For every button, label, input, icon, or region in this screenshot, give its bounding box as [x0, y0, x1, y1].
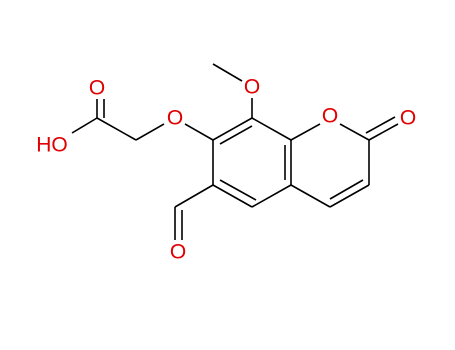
atom-label: O	[400, 107, 416, 130]
atom-label: O	[167, 107, 183, 130]
bonds	[71, 63, 399, 240]
atom-label: O	[89, 77, 105, 100]
atom-label: O	[170, 241, 186, 264]
atom-label: O	[322, 105, 338, 128]
atom-label: O	[244, 76, 260, 99]
atom-label: HO	[36, 134, 68, 157]
atom-labels: O O O O HO O O	[36, 76, 416, 264]
